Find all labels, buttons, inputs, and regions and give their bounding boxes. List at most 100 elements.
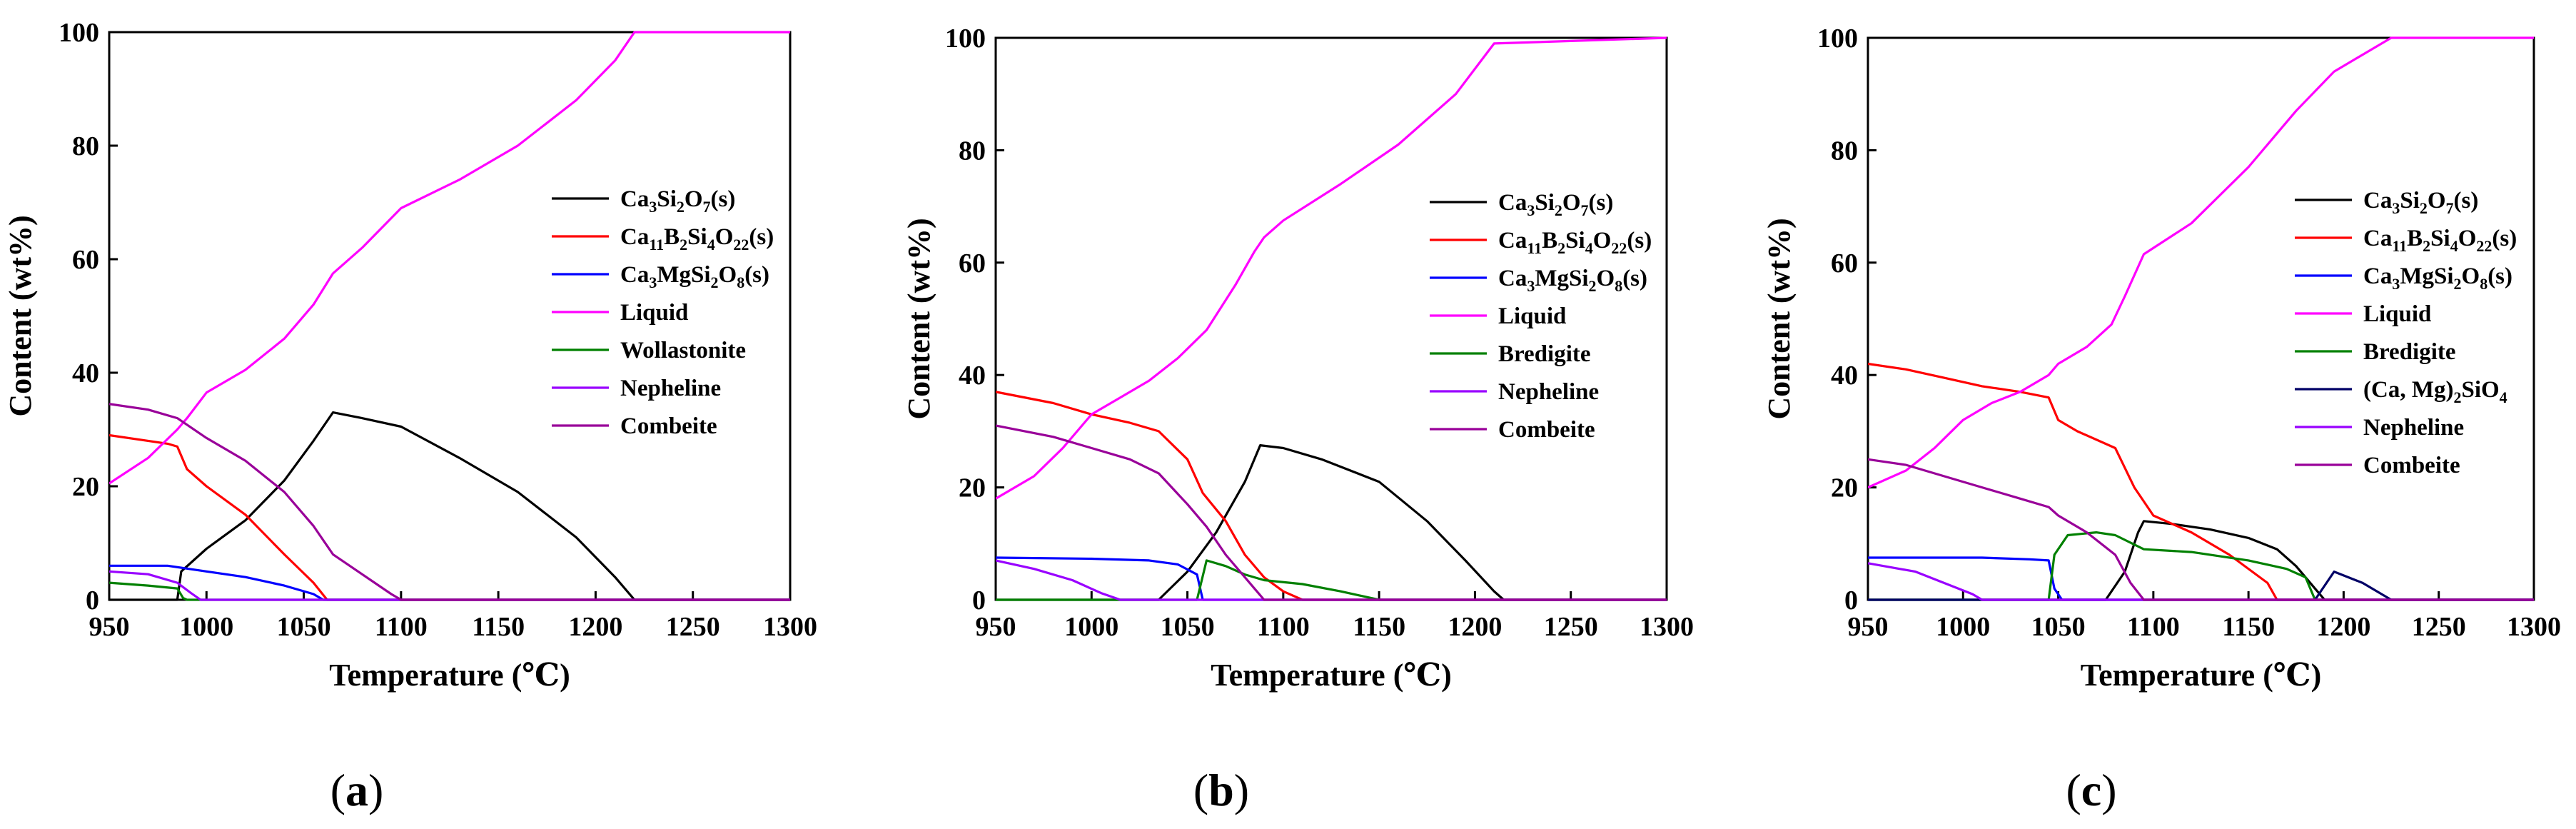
series-line-nepheline xyxy=(109,570,790,601)
y-tick-label: 0 xyxy=(86,586,99,616)
legend-label: Bredigite xyxy=(1498,341,1591,367)
x-tick-label: 1200 xyxy=(1448,612,1502,642)
y-tick-label: 100 xyxy=(945,24,986,54)
legend-label: Ca11B2Si4O22(s) xyxy=(1498,228,1652,257)
x-tick-label: 1300 xyxy=(1640,612,1694,642)
legend-label: (Ca, Mg)2SiO4 xyxy=(2363,377,2507,406)
x-tick-label: 1000 xyxy=(179,612,233,642)
x-tick-label: 1100 xyxy=(1257,612,1310,642)
y-tick-label: 0 xyxy=(1844,586,1858,616)
legend-label: Ca3MgSi2O8(s) xyxy=(620,262,769,291)
legend-label: Nepheline xyxy=(2363,415,2464,441)
y-tick-label: 100 xyxy=(1817,24,1858,54)
y-tick-label: 40 xyxy=(72,358,99,388)
x-tick-label: 1000 xyxy=(1064,612,1118,642)
series-line-combeite xyxy=(109,403,790,601)
y-axis-title: Content (wt%) xyxy=(1762,218,1797,419)
legend-label: Liquid xyxy=(2363,301,2431,327)
legend-label: Bredigite xyxy=(2363,339,2456,365)
x-axis-title: Temperature (℃) xyxy=(1211,658,1451,693)
legend-label: Ca3Si2O7(s) xyxy=(1498,190,1613,219)
series-group xyxy=(1868,36,2534,601)
x-tick-label: 1050 xyxy=(1161,612,1215,642)
y-tick-label: 40 xyxy=(1831,361,1858,391)
x-axis-title: Temperature (℃) xyxy=(329,658,570,693)
x-tick-label: 1000 xyxy=(1936,612,1990,642)
legend-label: Ca11B2Si4O22(s) xyxy=(620,224,774,253)
series-line-ca3mgsi2o8-s- xyxy=(996,556,1667,601)
series-group xyxy=(109,31,790,601)
legend-label: Liquid xyxy=(620,300,688,326)
series-line-liquid xyxy=(996,36,1667,500)
series-line-liquid xyxy=(1868,36,2534,489)
series-group xyxy=(996,36,1667,601)
legend-label: Combeite xyxy=(1498,417,1595,443)
y-tick-label: 20 xyxy=(959,473,986,503)
series-line-bredigite xyxy=(996,559,1667,601)
y-axis-title: Content (wt%) xyxy=(901,218,936,419)
series-line-combeite xyxy=(996,424,1667,601)
legend-label: Wollastonite xyxy=(620,338,746,363)
series-line-ca3si2o7-s- xyxy=(1868,520,2534,601)
x-axis-title: Temperature (℃) xyxy=(2081,658,2321,693)
series-line-ca11b2si4o22-s- xyxy=(109,433,790,601)
legend-label: Ca11B2Si4O22(s) xyxy=(2363,226,2517,255)
x-tick-label: 950 xyxy=(976,612,1016,642)
x-tick-label: 950 xyxy=(89,612,130,642)
x-tick-label: 1050 xyxy=(277,612,331,642)
plot-frame xyxy=(1867,36,2535,601)
x-tick-label: 1150 xyxy=(1353,612,1405,642)
y-tick-label: 60 xyxy=(72,245,99,275)
legend-label: Combeite xyxy=(620,413,717,439)
legend-label: Nepheline xyxy=(620,376,721,401)
y-tick-label: 20 xyxy=(1831,473,1858,503)
y-tick-label: 80 xyxy=(1831,136,1858,166)
x-tick-label: 1200 xyxy=(568,612,622,642)
x-tick-label: 1100 xyxy=(375,612,428,642)
y-tick-label: 80 xyxy=(959,136,986,166)
panel-b: 950 1000 1050 1100 1150 1200 1250 1300 0 20 40 60 80… xyxy=(901,24,1694,815)
legend-label: Ca3Si2O7(s) xyxy=(620,186,735,216)
y-tick-label: 0 xyxy=(972,586,986,616)
series-line-combeite xyxy=(1868,458,2534,601)
panel-label: (b) xyxy=(1193,765,1249,815)
legend-label: Liquid xyxy=(1498,303,1566,329)
y-tick-label: 20 xyxy=(72,472,99,502)
x-tick-label: 950 xyxy=(1848,612,1889,642)
y-tick-label: 60 xyxy=(959,248,986,278)
x-tick-label: 1150 xyxy=(472,612,525,642)
series-line--ca-mg-2sio4 xyxy=(1868,570,2534,601)
y-tick-label: 60 xyxy=(1831,248,1858,278)
x-tick-label: 1200 xyxy=(2316,612,2370,642)
x-tick-label: 1300 xyxy=(763,612,817,642)
x-tick-label: 1250 xyxy=(1544,612,1598,642)
series-line-nepheline xyxy=(996,559,1667,601)
series-line-ca3mgsi2o8-s- xyxy=(109,564,790,601)
x-tick-label: 1050 xyxy=(2031,612,2086,642)
y-tick-label: 80 xyxy=(72,131,99,161)
panel-label: (c) xyxy=(2066,765,2116,815)
legend-label: Ca3MgSi2O8(s) xyxy=(1498,266,1647,295)
panel-label: (a) xyxy=(330,765,384,815)
series-line-wollastonite xyxy=(109,581,790,601)
x-tick-label: 1250 xyxy=(2412,612,2466,642)
panel-a: 950 1000 1050 1100 1150 1200 1250 1300 0 20 40 60 80… xyxy=(3,18,817,815)
x-tick-label: 1300 xyxy=(2507,612,2561,642)
legend-label: Nepheline xyxy=(1498,379,1599,405)
panel-c: 950 1000 1050 1100 1150 1200 1250 1300 0 20 40 60 80… xyxy=(1762,24,2561,815)
y-tick-label: 100 xyxy=(59,18,99,48)
series-line-nepheline xyxy=(1868,562,2534,601)
y-tick-label: 40 xyxy=(959,361,986,391)
y-axis-title: Content (wt%) xyxy=(3,215,38,416)
series-line-bredigite xyxy=(1868,531,2534,601)
legend-label: Ca3MgSi2O8(s) xyxy=(2363,263,2512,293)
series-line-ca3si2o7-s- xyxy=(996,443,1667,601)
x-tick-label: 1150 xyxy=(2222,612,2275,642)
legend-label: Ca3Si2O7(s) xyxy=(2363,188,2478,217)
series-line-ca3si2o7-s- xyxy=(109,411,790,601)
series-line-ca11b2si4o22-s- xyxy=(1868,362,2534,601)
legend-label: Combeite xyxy=(2363,453,2460,478)
x-tick-label: 1250 xyxy=(666,612,720,642)
x-tick-label: 1100 xyxy=(2127,612,2180,642)
